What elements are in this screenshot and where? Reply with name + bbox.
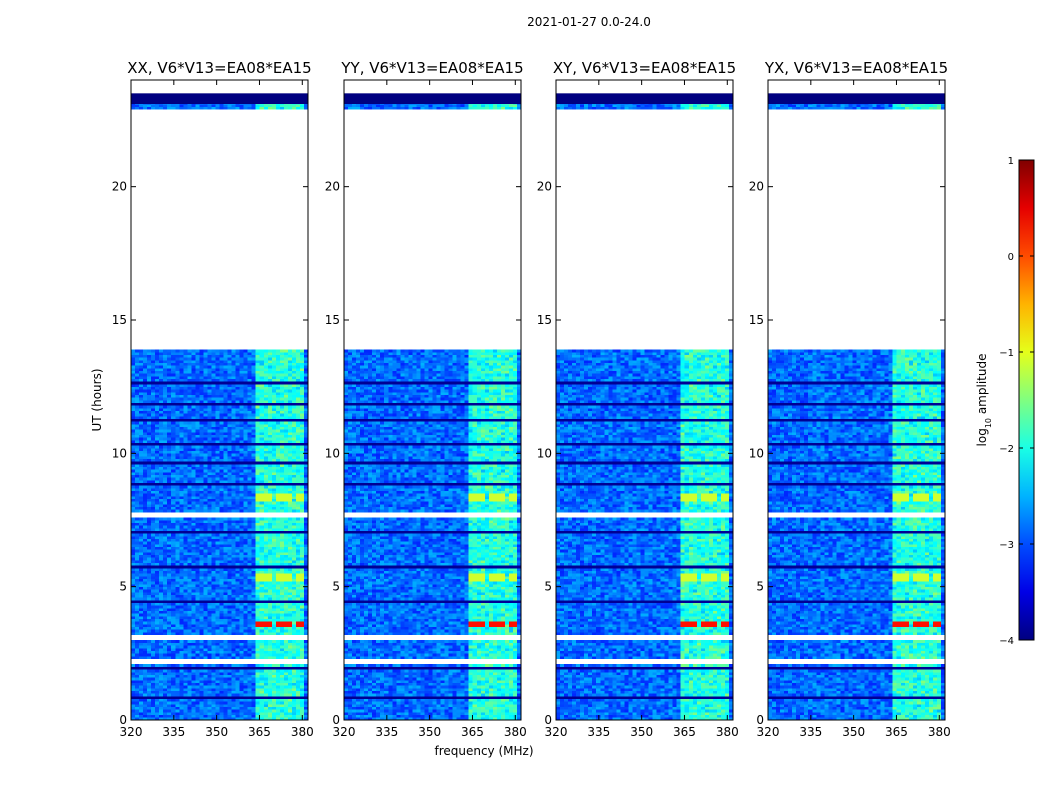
y-tick-label: 5 — [119, 580, 127, 594]
colorbar: 1 0 −1 −2 −3 −4 log10 amplitude — [975, 156, 1035, 647]
colorbar-tick-label: −1 — [999, 348, 1014, 359]
panel-title: YY, V6*V13=EA08*EA15 — [340, 59, 523, 77]
y-tick-label: 15 — [325, 313, 340, 327]
colorbar-tick-label: −4 — [999, 636, 1014, 647]
x-tick-label: 320 — [757, 725, 780, 739]
heatmap-cells — [131, 96, 309, 721]
x-tick-label: 320 — [120, 725, 143, 739]
x-tick-label: 350 — [842, 725, 865, 739]
x-tick-label: 335 — [799, 725, 822, 739]
colorbar-tick-label: −2 — [999, 444, 1014, 455]
y-tick-label: 5 — [756, 580, 764, 594]
x-tick-label: 380 — [928, 725, 951, 739]
colorbar-gradient — [1018, 159, 1035, 641]
y-tick-label: 0 — [332, 713, 340, 727]
x-axis-label: frequency (MHz) — [434, 744, 533, 758]
x-tick-label: 380 — [504, 725, 527, 739]
figure-suptitle: 2021-01-27 0.0-24.0 — [527, 15, 651, 29]
y-tick-label: 15 — [537, 313, 552, 327]
y-tick-label: 10 — [749, 446, 764, 460]
panel-2: YY, V6*V13=EA08*EA15 320 335 350 365 380 0 5 10 1… — [325, 59, 527, 739]
y-tick-label: 10 — [112, 446, 127, 460]
x-tick-label: 365 — [885, 725, 908, 739]
y-tick-label: 5 — [544, 580, 552, 594]
y-tick-label: 15 — [112, 313, 127, 327]
x-tick-label: 320 — [545, 725, 568, 739]
colorbar-tick-label: −3 — [999, 540, 1014, 551]
x-tick-label: 320 — [333, 725, 356, 739]
x-tick-label: 350 — [630, 725, 653, 739]
y-tick-label: 20 — [112, 180, 127, 194]
x-tick-label: 380 — [716, 725, 739, 739]
y-tick-label: 15 — [749, 313, 764, 327]
y-tick-label: 0 — [119, 713, 127, 727]
panel-4: YX, V6*V13=EA08*EA15 320 335 350 365 380 0 5 10 1… — [749, 59, 951, 739]
x-tick-label: 365 — [461, 725, 484, 739]
panel-1: XX, V6*V13=EA08*EA15 320 335 350 365 380 0 5 10 1… — [112, 59, 314, 739]
y-tick-label: 20 — [325, 180, 340, 194]
y-tick-label: 10 — [537, 446, 552, 460]
x-tick-label: 350 — [418, 725, 441, 739]
x-tick-label: 365 — [673, 725, 696, 739]
panel-3: XY, V6*V13=EA08*EA15 320 335 350 365 380 0 5 10 1… — [537, 59, 739, 739]
panel-title: YX, V6*V13=EA08*EA15 — [764, 59, 948, 77]
panels: XX, V6*V13=EA08*EA15 320 335 350 365 380 0 5 10 1… — [112, 59, 951, 739]
colorbar-tick-label: 1 — [1008, 156, 1014, 167]
x-tick-label: 350 — [205, 725, 228, 739]
y-tick-label: 0 — [756, 713, 764, 727]
x-tick-label: 335 — [162, 725, 185, 739]
x-tick-label: 365 — [248, 725, 271, 739]
y-tick-label: 0 — [544, 713, 552, 727]
x-tick-label: 335 — [375, 725, 398, 739]
y-tick-label: 20 — [537, 180, 552, 194]
colorbar-label: log10 amplitude — [975, 354, 993, 447]
heatmap-cells — [344, 96, 522, 721]
colorbar-tick-label: 0 — [1008, 252, 1014, 263]
panel-title: XY, V6*V13=EA08*EA15 — [553, 59, 736, 77]
x-tick-label: 380 — [291, 725, 314, 739]
y-tick-label: 20 — [749, 180, 764, 194]
panel-title: XX, V6*V13=EA08*EA15 — [127, 59, 311, 77]
y-tick-label: 5 — [332, 580, 340, 594]
y-axis-label: UT (hours) — [90, 368, 104, 431]
heatmap-cells — [768, 96, 946, 721]
heatmap-cells — [556, 96, 734, 721]
y-tick-label: 10 — [325, 446, 340, 460]
x-tick-label: 335 — [587, 725, 610, 739]
